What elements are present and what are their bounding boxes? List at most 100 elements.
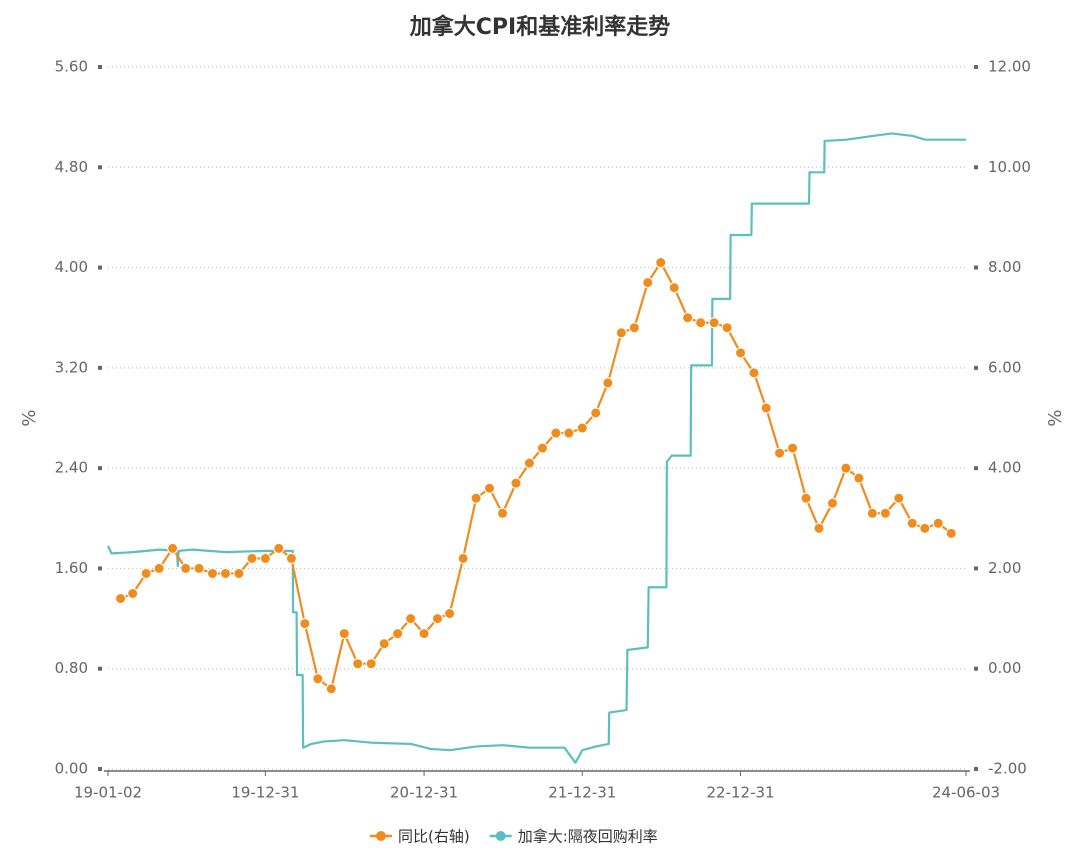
y-tick (98, 566, 102, 571)
data-point (510, 477, 522, 489)
data-point (536, 442, 548, 454)
data-point (180, 562, 192, 574)
legend-item: 同比(右轴) (370, 828, 470, 846)
data-point (695, 317, 707, 329)
y2-tick-label: 10.00 (988, 158, 1031, 176)
y-tick (98, 666, 102, 671)
data-point (444, 608, 456, 620)
y2-tick (974, 365, 978, 370)
y-tick-label: 4.00 (55, 258, 88, 276)
y-tick (98, 165, 102, 170)
data-point (866, 507, 878, 519)
data-point (115, 593, 127, 605)
y-tick-label: 0.00 (55, 760, 88, 778)
data-point (615, 327, 627, 339)
y-tick-label: 3.20 (55, 358, 88, 376)
legend-label: 加拿大:隔夜回购利率 (518, 828, 658, 846)
data-point (523, 457, 535, 469)
x-tick-label: 22-12-31 (707, 784, 775, 802)
y2-tick (974, 666, 978, 671)
data-point (642, 277, 654, 289)
data-point (140, 567, 152, 579)
data-point (127, 588, 139, 599)
y2-tick (974, 566, 978, 571)
data-point (246, 552, 258, 564)
data-point (470, 492, 482, 504)
data-point (167, 542, 179, 554)
y2-tick (974, 265, 978, 270)
data-point (378, 638, 390, 650)
data-point (365, 658, 377, 670)
data-point (405, 613, 417, 625)
data-point (273, 542, 285, 554)
x-tick-label: 20-12-31 (390, 784, 458, 802)
data-point (628, 322, 640, 334)
data-point (233, 567, 245, 579)
y2-tick-label: 6.00 (988, 358, 1021, 376)
y2-tick (974, 65, 978, 69)
data-point (919, 522, 931, 534)
y-tick (98, 65, 102, 69)
y2-tick-label: -2.00 (988, 760, 1027, 778)
y-tick-label: 0.80 (55, 659, 88, 677)
data-point (826, 497, 838, 509)
data-point (325, 683, 337, 695)
data-point (338, 628, 350, 640)
y2-tick-label: 8.00 (988, 258, 1021, 276)
y-tick-label: 1.60 (55, 559, 88, 577)
data-point (787, 442, 799, 454)
data-point (484, 482, 496, 494)
data-point (259, 552, 271, 564)
data-point (879, 507, 891, 519)
y2-tick (974, 767, 978, 771)
y2-axis-label: % (1045, 409, 1066, 426)
data-point (602, 377, 614, 389)
data-point (312, 673, 324, 685)
data-point (840, 462, 852, 474)
data-point (590, 407, 602, 419)
data-point (219, 567, 231, 579)
y-tick-label: 5.60 (55, 58, 88, 76)
y-tick (98, 767, 102, 771)
data-point (392, 628, 404, 640)
data-point (668, 282, 680, 294)
y-tick-label: 4.80 (55, 158, 88, 176)
data-point (285, 552, 297, 564)
data-point (497, 507, 509, 519)
x-tick-label: 24-06-03 (932, 784, 1000, 802)
y-tick (98, 365, 102, 370)
x-tick-label: 19-01-02 (74, 784, 142, 802)
y2-tick (974, 165, 978, 170)
data-point (153, 562, 165, 574)
data-point (457, 552, 469, 564)
data-point (655, 257, 667, 269)
y2-tick-label: 0.00 (988, 659, 1021, 677)
y2-tick-label: 4.00 (988, 459, 1021, 477)
data-point (352, 658, 364, 670)
data-point (576, 422, 588, 434)
data-point (760, 402, 772, 414)
data-point (418, 628, 430, 640)
series-line (120, 261, 952, 690)
data-point (853, 472, 865, 484)
legend-marker (376, 831, 386, 841)
data-point (893, 492, 905, 504)
data-point (721, 322, 733, 334)
x-tick-label: 19-12-31 (231, 784, 299, 802)
y-tick (98, 265, 102, 270)
data-point (800, 492, 812, 504)
data-point (682, 312, 694, 324)
y2-tick (974, 466, 978, 471)
y-tick (98, 466, 102, 471)
data-point (735, 347, 747, 359)
legend-item: 加拿大:隔夜回购利率 (489, 828, 658, 846)
data-point (906, 517, 918, 529)
legend-marker (495, 831, 506, 841)
y2-tick-label: 2.00 (988, 559, 1021, 577)
y2-tick-label: 12.00 (988, 58, 1031, 76)
y-tick-label: 2.40 (55, 459, 88, 477)
data-point (193, 562, 205, 574)
data-point (299, 618, 311, 630)
legend-label: 同比(右轴) (398, 828, 470, 846)
